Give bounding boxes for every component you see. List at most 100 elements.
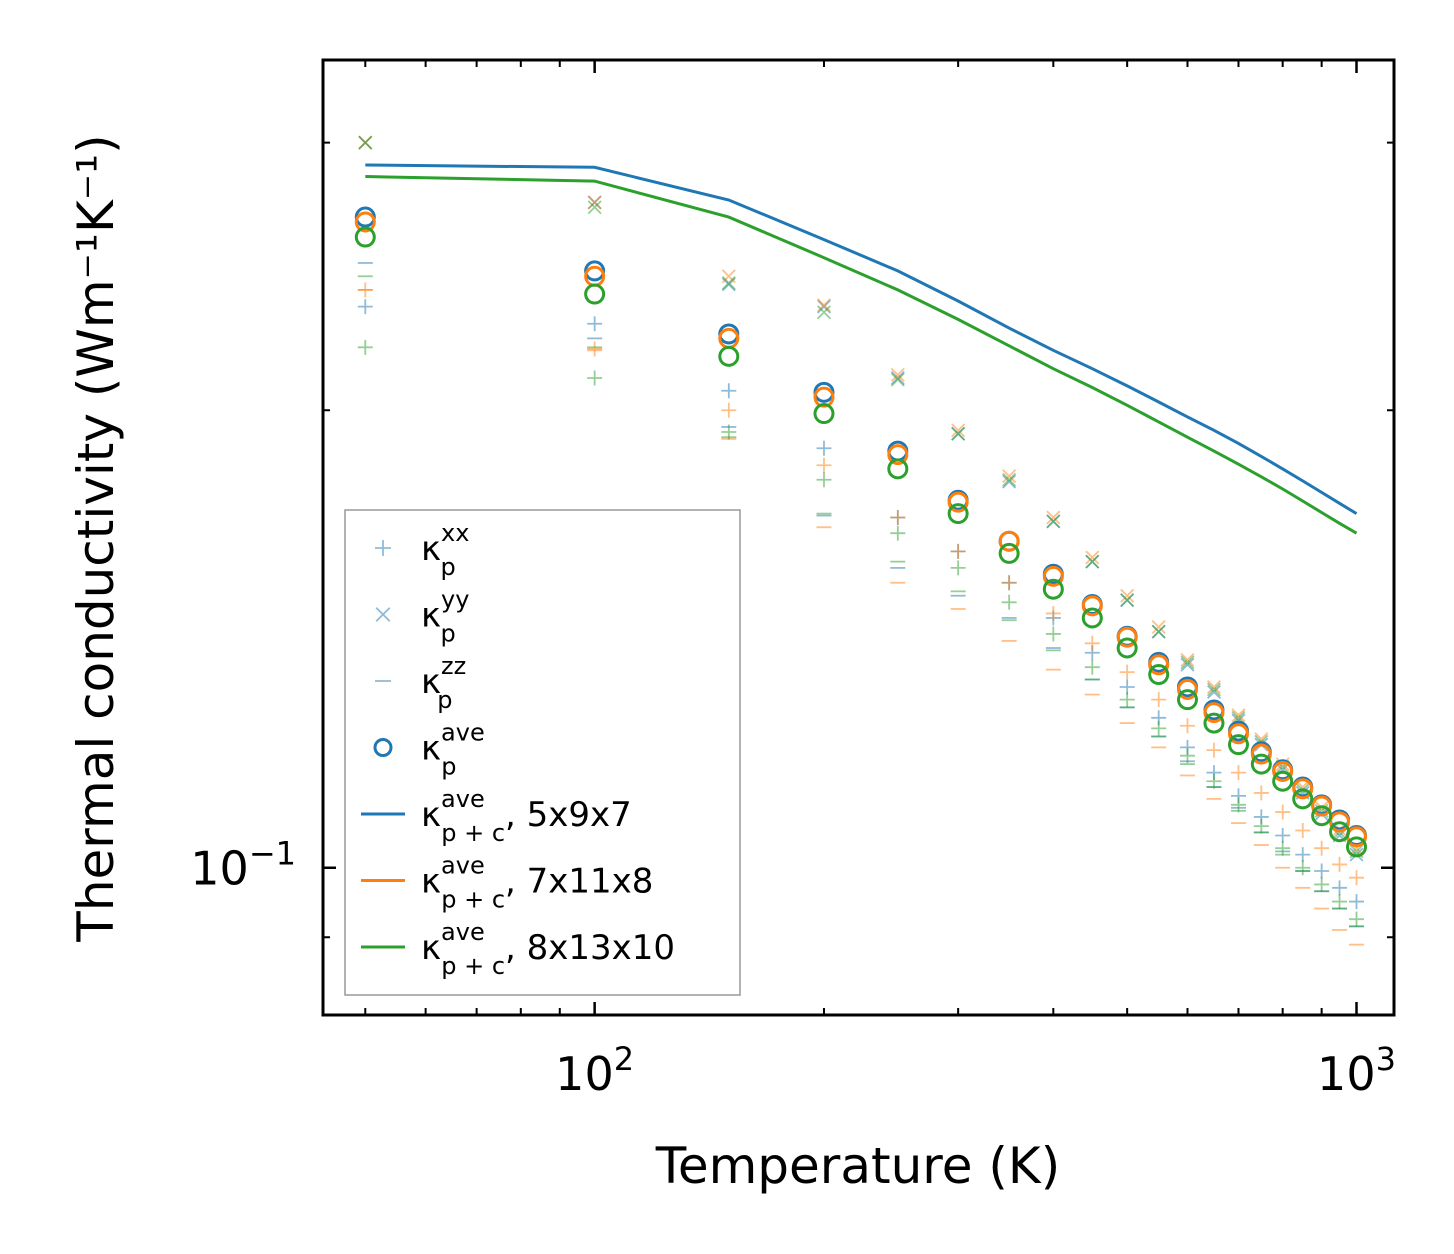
legend-entry-2: κzz p <box>375 652 466 714</box>
point-kave-7x11x8-200K <box>813 386 835 408</box>
point-kyy-8x13x10-150K <box>721 276 736 291</box>
point-kyy-5x9x7-650K <box>1206 685 1221 700</box>
point-kave-8x13x10-300K <box>947 503 969 525</box>
point-kave-7x11x8-800K <box>1272 760 1294 782</box>
point-kyy-8x13x10-650K <box>1206 682 1221 697</box>
point-kxx-7x11x8-600K <box>1179 718 1195 734</box>
point-kyy-7x11x8-600K <box>1180 652 1195 667</box>
point-kave-8x13x10-150K <box>718 345 740 367</box>
point-kxx-8x13x10-700K <box>1230 797 1246 813</box>
point-kxx-8x13x10-750K <box>1253 818 1269 834</box>
point-kave-8x13x10-500K <box>1116 637 1138 659</box>
point-kyy-5x9x7-250K <box>890 371 905 386</box>
legend-label: κave p + c, 8x13x10 <box>421 918 675 980</box>
point-kave-7x11x8-600K <box>1176 678 1198 700</box>
point-kave-7x11x8-350K <box>998 530 1020 552</box>
point-kxx-5x9x7-50K <box>357 299 373 315</box>
point-kxx-8x13x10-50K <box>357 339 373 355</box>
point-kyy-8x13x10-600K <box>1180 655 1195 670</box>
point-kave-7x11x8-450K <box>1081 595 1103 617</box>
point-kyy-5x9x7-600K <box>1180 657 1195 672</box>
point-kave-8x13x10-100K <box>584 283 606 305</box>
point-kyy-7x11x8-550K <box>1151 620 1166 635</box>
point-kave-8x13x10-700K <box>1227 734 1249 756</box>
point-kxx-7x11x8-450K <box>1084 635 1100 651</box>
point-kxx-7x11x8-750K <box>1253 785 1269 801</box>
point-kave-8x13x10-900K <box>1311 805 1333 827</box>
point-kxx-7x11x8-400K <box>1045 605 1061 621</box>
legend-label: κave p + c, 5x9x7 <box>421 785 632 847</box>
series-kxx-8x13x10 <box>357 339 1364 927</box>
point-kyy-5x9x7-200K <box>816 299 831 314</box>
point-kyy-8x13x10-100K <box>587 200 602 215</box>
point-kyy-7x11x8-200K <box>816 298 831 313</box>
point-kave-8x13x10-350K <box>998 542 1020 564</box>
point-kxx-5x9x7-950K <box>1332 880 1348 896</box>
point-kyy-7x11x8-150K <box>721 269 736 284</box>
legend-plus-handle <box>375 540 391 556</box>
series-kzz-8x13x10 <box>357 275 1364 928</box>
point-kxx-5x9x7-900K <box>1314 863 1330 879</box>
point-kave-8x13x10-400K <box>1042 578 1064 600</box>
point-kxx-7x11x8-900K <box>1314 840 1330 856</box>
point-kxx-5x9x7-100K <box>587 316 603 332</box>
point-kave-8x13x10-250K <box>887 458 909 480</box>
point-kyy-7x11x8-350K <box>1002 469 1017 484</box>
series-kxx-7x11x8 <box>357 282 1364 886</box>
point-kyy-7x11x8-650K <box>1206 679 1221 694</box>
point-kxx-7x11x8-950K <box>1332 856 1348 872</box>
legend-label: κzz p <box>421 652 466 714</box>
point-kxx-8x13x10-200K <box>816 472 832 488</box>
point-kyy-8x13x10-350K <box>1002 472 1017 487</box>
kpc-line-5x9x7 <box>365 163 1358 515</box>
point-kave-8x13x10-1000K <box>1346 836 1368 858</box>
legend-label: κave p <box>421 719 485 781</box>
point-kyy-7x11x8-450K <box>1085 550 1100 565</box>
point-kyy-8x13x10-450K <box>1085 554 1100 569</box>
point-kyy-8x13x10-500K <box>1120 593 1135 608</box>
axis-ticks: 102 103 10−1 <box>190 60 1396 1101</box>
legend-entry-1: κyy p <box>375 586 469 648</box>
point-kxx-8x13x10-400K <box>1045 626 1061 642</box>
point-kxx-8x13x10-800K <box>1275 840 1291 856</box>
point-kave-7x11x8-650K <box>1203 702 1225 724</box>
data-layer <box>354 135 1368 946</box>
point-kyy-7x11x8-700K <box>1231 708 1246 723</box>
point-kyy-8x13x10-200K <box>816 305 831 320</box>
point-kxx-8x13x10-500K <box>1119 692 1135 708</box>
legend-entry-6: κave p + c, 8x13x10 <box>361 918 675 980</box>
point-kxx-8x13x10-600K <box>1179 748 1195 764</box>
point-kxx-7x11x8-100K <box>587 341 603 357</box>
legend-entry-0: κxx p <box>375 519 469 581</box>
point-kave-8x13x10-650K <box>1203 712 1225 734</box>
point-kxx-8x13x10-850K <box>1295 860 1311 876</box>
point-kxx-7x11x8-700K <box>1230 765 1246 781</box>
point-kave-7x11x8-250K <box>887 444 909 466</box>
legend-box <box>344 509 741 996</box>
point-kxx-8x13x10-100K <box>587 370 603 386</box>
point-kave-8x13x10-50K <box>354 226 376 248</box>
x-tick-label-100: 102 <box>555 1040 634 1101</box>
legend-entry-5: κave p + c, 7x11x8 <box>361 852 653 914</box>
point-kave-7x11x8-300K <box>947 491 969 513</box>
y-axis-label: Thermal conductivity (Wm⁻¹K⁻¹) <box>67 134 125 942</box>
point-kyy-8x13x10-50K <box>358 135 373 150</box>
point-kxx-8x13x10-950K <box>1332 894 1348 910</box>
point-kxx-5x9x7-500K <box>1119 679 1135 695</box>
point-kxx-7x11x8-500K <box>1119 664 1135 680</box>
legend-x-handle <box>375 607 391 622</box>
point-kave-8x13x10-750K <box>1250 753 1272 775</box>
legend-label: κyy p <box>421 586 469 648</box>
point-kave-7x11x8-550K <box>1148 654 1170 676</box>
point-kave-7x11x8-700K <box>1227 723 1249 745</box>
kpc-line-8x13x10 <box>365 175 1358 535</box>
series-kave-8x13x10 <box>354 226 1368 858</box>
point-kyy-5x9x7-350K <box>1002 474 1017 489</box>
point-kave-7x11x8-850K <box>1292 778 1314 800</box>
point-kxx-7x11x8-800K <box>1275 804 1291 820</box>
point-kxx-7x11x8-350K <box>1001 575 1017 591</box>
point-kyy-7x11x8-800K <box>1275 757 1290 772</box>
point-kave-8x13x10-950K <box>1329 821 1351 843</box>
